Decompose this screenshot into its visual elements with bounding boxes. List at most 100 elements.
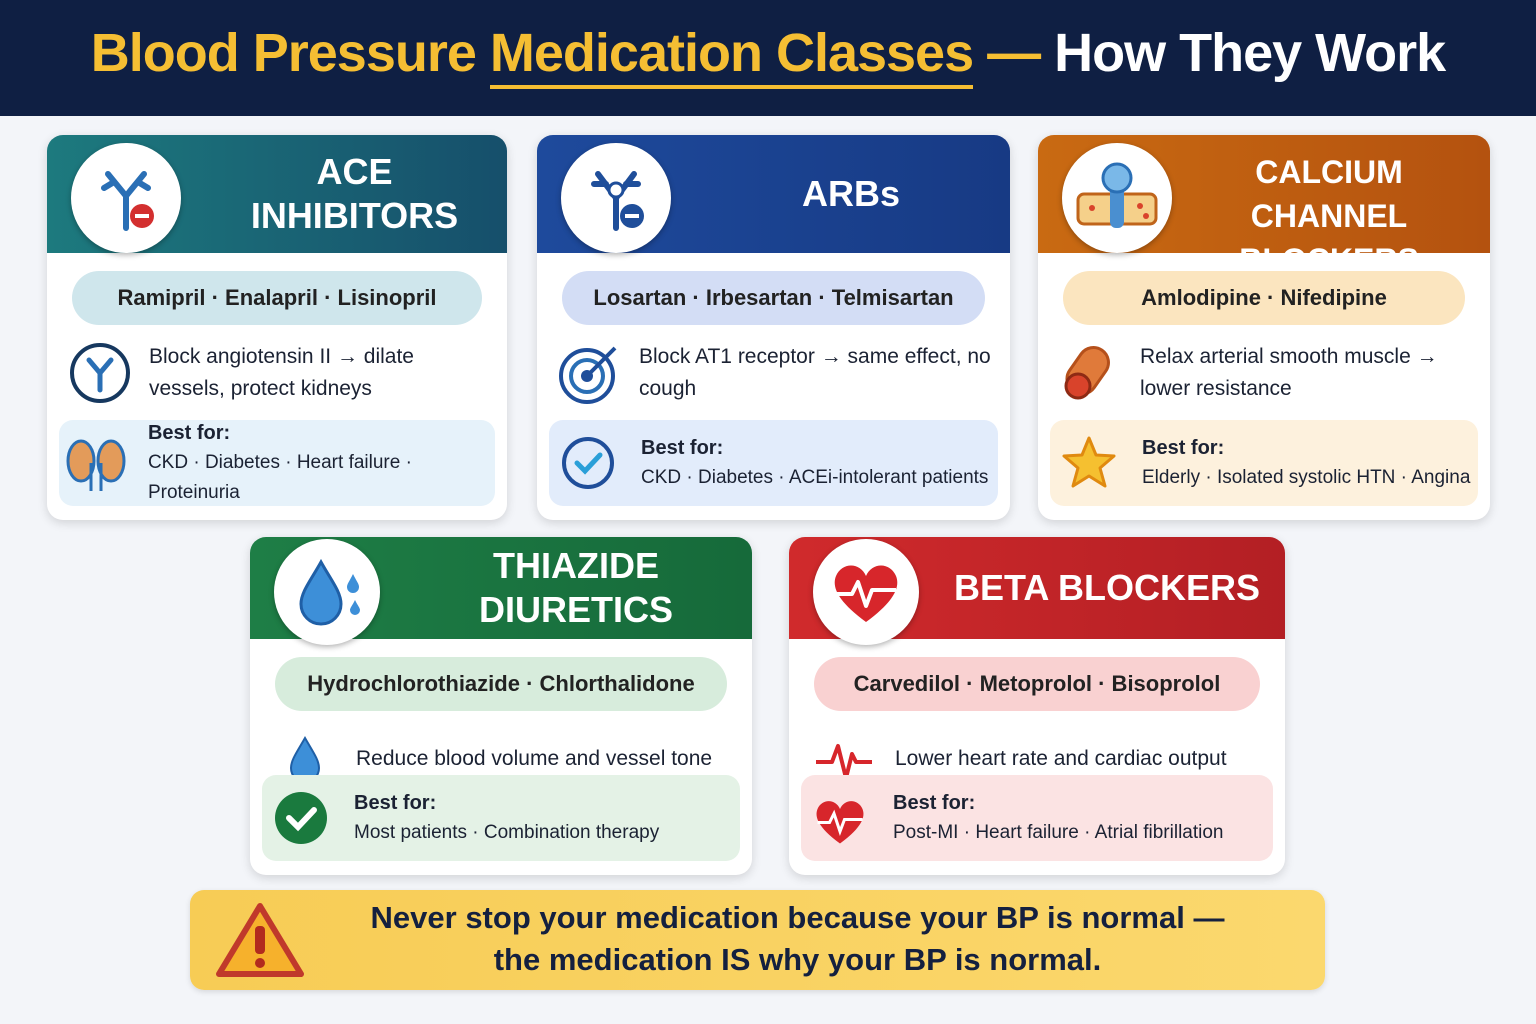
card-title-line: THIAZIDE xyxy=(493,545,659,586)
icon-part xyxy=(559,346,617,404)
page-title: Blood Pressure Medication Classes — How … xyxy=(0,22,1536,89)
best-for-text: CKD · Diabetes · ACEi-intolerant patient… xyxy=(641,467,989,488)
card-title: THIAZIDE DIURETICS xyxy=(420,544,732,632)
icon-part xyxy=(625,214,639,218)
title-part: — xyxy=(987,23,1041,83)
icon-part xyxy=(275,792,327,844)
icon-part xyxy=(817,809,863,836)
card-title: BETA BLOCKERS xyxy=(949,566,1265,610)
best-for-box: Best for: CKD · Diabetes · ACEi-intoleran… xyxy=(549,420,998,506)
title-part: Blood Pressure xyxy=(90,23,477,83)
icon-part xyxy=(562,437,614,489)
mechanism-text: Reduce blood volume and vessel tone xyxy=(356,747,713,770)
icon-part xyxy=(135,214,149,218)
card-title-line: ACE xyxy=(316,151,393,192)
card-header: ARBs xyxy=(537,135,1010,253)
icon-part xyxy=(562,437,614,489)
icon-part xyxy=(347,574,359,593)
icon-part xyxy=(591,171,641,231)
best-for-content: Best for: CKD · Diabetes · ACEi-intoleran… xyxy=(641,433,988,493)
icon-part xyxy=(1110,184,1124,228)
icon-part xyxy=(1064,372,1092,400)
icon-part xyxy=(66,439,96,483)
icon-part xyxy=(70,343,130,403)
drug-list: Hydrochlorothiazide · Chlorthalidone xyxy=(275,657,727,711)
card-header: BETA BLOCKERS xyxy=(789,537,1285,645)
title-part: Medication Classes xyxy=(489,23,974,89)
icon-part xyxy=(569,358,605,394)
best-for-icon xyxy=(59,433,134,493)
icon-part xyxy=(255,926,265,954)
drug-list: Ramipril · Enalapril · Lisinopril xyxy=(72,271,482,325)
best-for-content: Best for: CKD · Diabetes · Heart failure … xyxy=(148,418,495,508)
icon-part xyxy=(816,801,864,844)
icon-part xyxy=(591,171,644,231)
medication-card: ACE INHIBITORS Ramipril · Enalapril · Lisi… xyxy=(47,135,507,520)
icon-part xyxy=(275,792,327,844)
mechanism-row: Relax arterial smooth muscle → lower res… xyxy=(1058,335,1476,411)
best-for-icon xyxy=(549,433,627,493)
title-part: How They Work xyxy=(1054,23,1446,83)
best-for-icon xyxy=(262,788,340,848)
drug-list: Amlodipine · Nifedipine xyxy=(1063,271,1465,325)
icon-part xyxy=(834,565,898,622)
best-for-box: Best for: Most patients · Combination the… xyxy=(262,775,740,861)
card-header: THIAZIDE DIURETICS xyxy=(250,537,752,645)
warning-line: the medication IS why your BP is normal. xyxy=(493,942,1102,977)
icon-part xyxy=(559,348,615,404)
drug-list: Losartan · Irbesartan · Telmisartan xyxy=(562,271,985,325)
mechanism-row: Block angiotensin II → dilate vessels, p… xyxy=(67,335,493,411)
card-title-line: CALCIUM CHANNEL xyxy=(1250,154,1408,234)
card-icon xyxy=(1062,143,1172,253)
icon-part xyxy=(836,580,896,608)
card-icon xyxy=(813,539,919,645)
medication-card: BETA BLOCKERS Carvedilol · Metoprolol · B… xyxy=(789,537,1285,875)
best-for-content: Best for: Most patients · Combination the… xyxy=(354,788,659,848)
icon-part xyxy=(299,558,360,626)
best-for-label: Best for: xyxy=(641,437,724,459)
card-title: ACE INHIBITORS xyxy=(222,150,487,238)
best-for-box: Best for: CKD · Diabetes · Heart failure … xyxy=(59,420,495,506)
icon-part xyxy=(1076,162,1158,228)
card-icon xyxy=(274,539,380,645)
best-for-label: Best for: xyxy=(1142,437,1225,459)
best-for-label: Best for: xyxy=(147,422,231,444)
drug-list: Carvedilol · Metoprolol · Bisoprolol xyxy=(814,657,1260,711)
mechanism-text: Block AT1 receptor → same effect, no cou… xyxy=(639,345,991,400)
best-for-text: Elderly · Isolated systolic HTN · Angina xyxy=(1142,467,1471,488)
best-for-label: Best for: xyxy=(893,792,976,814)
mechanism-text: Relax arterial smooth muscle → lower res… xyxy=(1140,345,1438,400)
icon-part xyxy=(607,181,625,199)
medication-card: THIAZIDE DIURETICS Hydrochlorothiazide · C… xyxy=(250,537,752,875)
card-icon xyxy=(561,143,671,253)
card-title: ARBs xyxy=(712,172,990,216)
card-header: CALCIUM CHANNEL BLOCKERS xyxy=(1038,135,1490,278)
card-header: ACE INHIBITORS xyxy=(47,135,507,253)
best-for-box: Best for: Elderly · Isolated systolic HTN… xyxy=(1050,420,1478,506)
warning-box: Never stop your medication because your … xyxy=(190,890,1325,990)
icon-part xyxy=(1064,346,1110,400)
warning-icon xyxy=(216,903,304,977)
card-title-line: BETA BLOCKERS xyxy=(954,567,1260,608)
best-for-text: CKD · Diabetes · Heart failure · Protein… xyxy=(147,452,412,503)
icon-part xyxy=(101,171,151,231)
card-icon xyxy=(71,143,181,253)
icon-part xyxy=(299,558,343,626)
icon-part xyxy=(1062,436,1116,488)
icon-part xyxy=(70,343,130,403)
best-for-box: Best for: Post-MI · Heart failure · Atria… xyxy=(801,775,1273,861)
mechanism-row: Block AT1 receptor → same effect, no cou… xyxy=(557,335,996,411)
icon-part xyxy=(816,744,872,780)
icon-part xyxy=(286,807,317,832)
mechanism-icon xyxy=(1058,340,1124,406)
icon-part xyxy=(101,171,154,231)
medication-card: CALCIUM CHANNEL BLOCKERS Amlodipine · Nife… xyxy=(1038,135,1490,520)
icon-part xyxy=(89,463,103,491)
icon-part xyxy=(96,439,126,483)
mechanism-icon xyxy=(557,340,623,406)
icon-part xyxy=(1062,436,1116,488)
icon-part xyxy=(66,439,126,491)
best-for-content: Best for: Elderly · Isolated systolic HTN… xyxy=(1142,433,1470,493)
mechanism-text: Block angiotensin II → dilate vessels, p… xyxy=(149,345,414,400)
card-title-line: DIURETICS xyxy=(478,589,673,630)
